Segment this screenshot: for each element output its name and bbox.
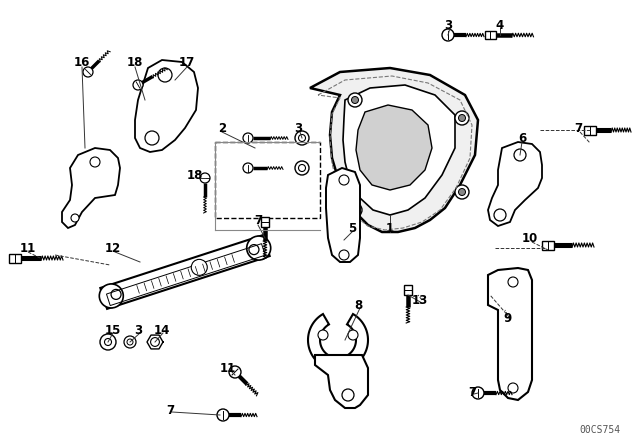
Circle shape bbox=[249, 245, 259, 254]
Circle shape bbox=[229, 366, 241, 378]
Circle shape bbox=[351, 96, 358, 103]
Circle shape bbox=[442, 29, 454, 41]
Circle shape bbox=[83, 67, 93, 77]
Circle shape bbox=[472, 387, 484, 399]
Polygon shape bbox=[542, 241, 554, 250]
Circle shape bbox=[298, 134, 305, 142]
Polygon shape bbox=[356, 105, 432, 190]
Polygon shape bbox=[343, 85, 455, 215]
Circle shape bbox=[348, 93, 362, 107]
Text: 1: 1 bbox=[386, 221, 394, 234]
Circle shape bbox=[243, 163, 253, 173]
Circle shape bbox=[458, 115, 465, 121]
Circle shape bbox=[243, 133, 253, 143]
Polygon shape bbox=[488, 142, 542, 226]
Circle shape bbox=[295, 131, 309, 145]
Text: 10: 10 bbox=[522, 232, 538, 245]
Polygon shape bbox=[9, 254, 21, 263]
Circle shape bbox=[145, 131, 159, 145]
Circle shape bbox=[508, 383, 518, 393]
Text: 7: 7 bbox=[166, 404, 174, 417]
Circle shape bbox=[246, 236, 271, 260]
Polygon shape bbox=[310, 68, 478, 232]
Text: 2: 2 bbox=[218, 121, 226, 134]
Polygon shape bbox=[100, 235, 269, 309]
Circle shape bbox=[217, 409, 229, 421]
Circle shape bbox=[458, 189, 465, 195]
Circle shape bbox=[150, 338, 159, 346]
Text: 14: 14 bbox=[154, 323, 170, 336]
Text: 7: 7 bbox=[574, 121, 582, 134]
Text: 12: 12 bbox=[105, 241, 121, 254]
Text: 15: 15 bbox=[105, 323, 121, 336]
Polygon shape bbox=[261, 217, 269, 227]
Circle shape bbox=[351, 207, 358, 214]
Circle shape bbox=[111, 289, 121, 299]
Circle shape bbox=[339, 175, 349, 185]
Polygon shape bbox=[584, 125, 596, 134]
Polygon shape bbox=[62, 148, 120, 228]
Circle shape bbox=[71, 214, 79, 222]
Circle shape bbox=[104, 339, 111, 345]
Text: 16: 16 bbox=[74, 56, 90, 69]
Polygon shape bbox=[308, 314, 368, 370]
Circle shape bbox=[508, 277, 518, 287]
Text: 3: 3 bbox=[444, 18, 452, 31]
Text: 11: 11 bbox=[220, 362, 236, 375]
Polygon shape bbox=[404, 285, 412, 295]
Circle shape bbox=[494, 209, 506, 221]
Circle shape bbox=[318, 330, 328, 340]
Text: 17: 17 bbox=[179, 56, 195, 69]
Text: 11: 11 bbox=[20, 241, 36, 254]
Circle shape bbox=[158, 68, 172, 82]
Text: 8: 8 bbox=[354, 298, 362, 311]
Text: 18: 18 bbox=[127, 56, 143, 69]
Polygon shape bbox=[215, 142, 320, 218]
Polygon shape bbox=[135, 60, 198, 152]
Circle shape bbox=[127, 339, 133, 345]
Circle shape bbox=[342, 389, 354, 401]
Circle shape bbox=[455, 185, 469, 199]
Text: 5: 5 bbox=[348, 221, 356, 234]
Circle shape bbox=[124, 336, 136, 348]
Circle shape bbox=[514, 149, 526, 161]
Text: 7: 7 bbox=[254, 214, 262, 227]
Circle shape bbox=[90, 157, 100, 167]
Text: 3: 3 bbox=[134, 323, 142, 336]
Polygon shape bbox=[488, 268, 532, 400]
Circle shape bbox=[339, 250, 349, 260]
Polygon shape bbox=[315, 355, 368, 408]
Circle shape bbox=[348, 203, 362, 217]
Text: 00CS754: 00CS754 bbox=[579, 425, 621, 435]
Circle shape bbox=[133, 80, 143, 90]
Text: 13: 13 bbox=[412, 293, 428, 306]
Circle shape bbox=[348, 330, 358, 340]
Circle shape bbox=[200, 173, 210, 183]
Circle shape bbox=[99, 284, 124, 308]
Polygon shape bbox=[326, 168, 360, 262]
Text: 18: 18 bbox=[187, 168, 203, 181]
Circle shape bbox=[455, 111, 469, 125]
Polygon shape bbox=[484, 31, 495, 39]
Circle shape bbox=[295, 161, 309, 175]
Text: 6: 6 bbox=[518, 132, 526, 145]
Text: 7: 7 bbox=[468, 385, 476, 399]
Text: 9: 9 bbox=[503, 311, 511, 324]
Circle shape bbox=[298, 164, 305, 172]
Circle shape bbox=[100, 334, 116, 350]
Text: 4: 4 bbox=[496, 18, 504, 31]
Text: 3: 3 bbox=[294, 121, 302, 134]
Circle shape bbox=[191, 259, 207, 276]
